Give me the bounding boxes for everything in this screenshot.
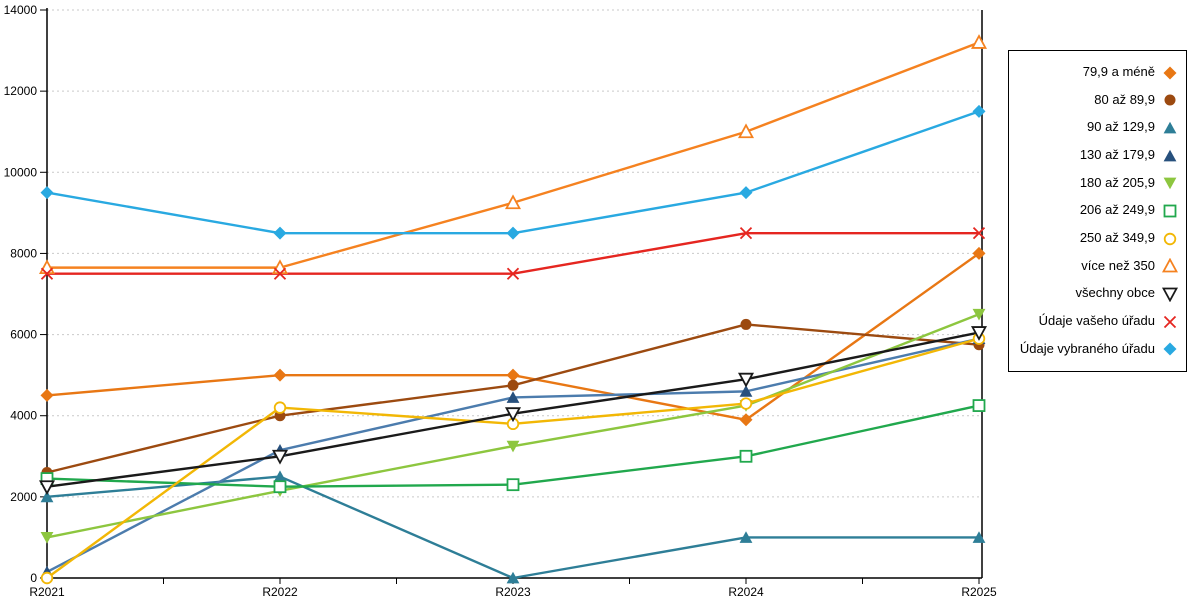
legend-item-8: všechny obce bbox=[1009, 286, 1186, 302]
square-open-icon bbox=[1163, 204, 1177, 218]
diamond-filled-marker bbox=[506, 226, 520, 240]
x-tick-label: R2025 bbox=[961, 585, 997, 599]
circle-filled-marker bbox=[507, 379, 519, 391]
triangle-up-filled-marker bbox=[506, 571, 520, 584]
diamond-filled-marker bbox=[273, 368, 287, 382]
diamond-filled-icon bbox=[1163, 342, 1177, 356]
x-tick-label: R2023 bbox=[495, 585, 531, 599]
legend-item-10: Údaje vybraného úřadu bbox=[1009, 341, 1186, 357]
triangle-down-open-marker bbox=[271, 449, 289, 465]
legend-item-2: 90 až 129,9 bbox=[1009, 120, 1186, 136]
diamond-filled-marker bbox=[739, 413, 753, 427]
chart-legend: 79,9 a méně 80 až 89,9 90 až 129,9 130 až 1… bbox=[1008, 50, 1187, 372]
legend-label: 130 až 179,9 bbox=[1079, 147, 1155, 163]
square-open-marker bbox=[972, 399, 986, 412]
triangle-down-filled-marker bbox=[972, 308, 986, 321]
triangle-down-filled-marker bbox=[506, 440, 520, 453]
legend-item-7: více než 350 bbox=[1009, 258, 1186, 274]
legend-label: více než 350 bbox=[1081, 257, 1155, 273]
legend-label: 206 až 249,9 bbox=[1079, 202, 1155, 218]
circle-open-icon bbox=[1163, 232, 1177, 245]
legend-label: 90 až 129,9 bbox=[1087, 119, 1155, 135]
triangle-down-open-marker bbox=[504, 407, 522, 423]
triangle-down-open-icon bbox=[1161, 287, 1179, 302]
triangle-up-open-icon bbox=[1161, 258, 1179, 273]
legend-item-5: 206 až 249,9 bbox=[1009, 203, 1186, 219]
legend-item-3: 130 až 179,9 bbox=[1009, 148, 1186, 164]
y-tick-label: 14000 bbox=[4, 3, 38, 17]
legend-label: 180 až 205,9 bbox=[1079, 174, 1155, 190]
x-icon bbox=[1163, 315, 1177, 328]
triangle-down-open-marker bbox=[970, 326, 988, 341]
circle-filled-marker bbox=[740, 318, 752, 330]
legend-item-6: 250 až 349,9 bbox=[1009, 231, 1186, 247]
diamond-filled-marker bbox=[972, 246, 986, 260]
triangle-up-filled-icon bbox=[1163, 121, 1177, 134]
x-marker bbox=[273, 267, 287, 280]
triangle-down-open-marker bbox=[737, 372, 755, 388]
triangle-up-filled-marker bbox=[40, 490, 54, 503]
square-open-marker bbox=[739, 449, 753, 463]
circle-filled-icon bbox=[1164, 94, 1176, 106]
triangle-up-open-marker bbox=[970, 34, 988, 49]
triangle-up-filled-marker bbox=[972, 531, 986, 543]
x-tick-label: R2021 bbox=[29, 585, 65, 599]
y-tick-label: 10000 bbox=[4, 165, 38, 179]
triangle-down-filled-marker bbox=[40, 532, 54, 544]
legend-label: 80 až 89,9 bbox=[1094, 91, 1155, 107]
triangle-up-open-marker bbox=[737, 123, 755, 139]
triangle-up-filled-icon bbox=[1163, 149, 1177, 162]
y-tick-label: 6000 bbox=[10, 328, 37, 342]
x-marker bbox=[506, 267, 520, 280]
triangle-up-filled-marker bbox=[739, 385, 753, 397]
diamond-filled-icon bbox=[1163, 66, 1177, 80]
diamond-filled-marker bbox=[739, 186, 753, 200]
legend-item-1: 80 až 89,9 bbox=[1009, 92, 1186, 108]
x-marker bbox=[40, 267, 54, 280]
y-tick-label: 0 bbox=[30, 571, 37, 585]
diamond-filled-marker bbox=[972, 104, 986, 118]
diamond-filled-marker bbox=[506, 368, 520, 382]
triangle-up-filled-marker bbox=[506, 391, 520, 403]
circle-open-marker bbox=[273, 401, 287, 414]
legend-label: 79,9 a méně bbox=[1082, 64, 1155, 80]
triangle-down-open-marker bbox=[38, 480, 56, 496]
x-tick-label: R2022 bbox=[262, 585, 298, 599]
diamond-filled-marker bbox=[40, 186, 54, 200]
circle-open-marker bbox=[739, 397, 753, 410]
legend-label: všechny obce bbox=[1075, 285, 1156, 301]
legend-label: Údaje vybraného úřadu bbox=[1019, 340, 1155, 356]
x-tick-label: R2024 bbox=[728, 585, 764, 599]
triangle-up-filled-marker bbox=[273, 470, 287, 482]
y-tick-label: 12000 bbox=[4, 84, 38, 98]
legend-item-9: Údaje vašeho úřadu bbox=[1009, 314, 1186, 330]
diamond-filled-marker bbox=[273, 226, 287, 240]
legend-item-4: 180 až 205,9 bbox=[1009, 175, 1186, 191]
diamond-filled-marker bbox=[40, 388, 54, 402]
circle-open-marker bbox=[40, 571, 54, 585]
series-line-2 bbox=[46, 475, 979, 580]
y-tick-label: 8000 bbox=[10, 246, 37, 260]
x-marker bbox=[739, 227, 753, 240]
square-open-marker bbox=[273, 480, 287, 494]
legend-label: 250 až 349,9 bbox=[1079, 230, 1155, 246]
triangle-down-filled-icon bbox=[1163, 177, 1177, 190]
legend-item-0: 79,9 a méně bbox=[1009, 65, 1186, 81]
x-marker bbox=[972, 227, 986, 240]
triangle-up-open-marker bbox=[504, 194, 522, 210]
y-tick-label: 2000 bbox=[10, 490, 37, 504]
legend-label: Údaje vašeho úřadu bbox=[1038, 313, 1155, 329]
square-open-marker bbox=[506, 478, 520, 492]
y-tick-label: 4000 bbox=[10, 409, 37, 423]
triangle-up-filled-marker bbox=[739, 531, 753, 543]
